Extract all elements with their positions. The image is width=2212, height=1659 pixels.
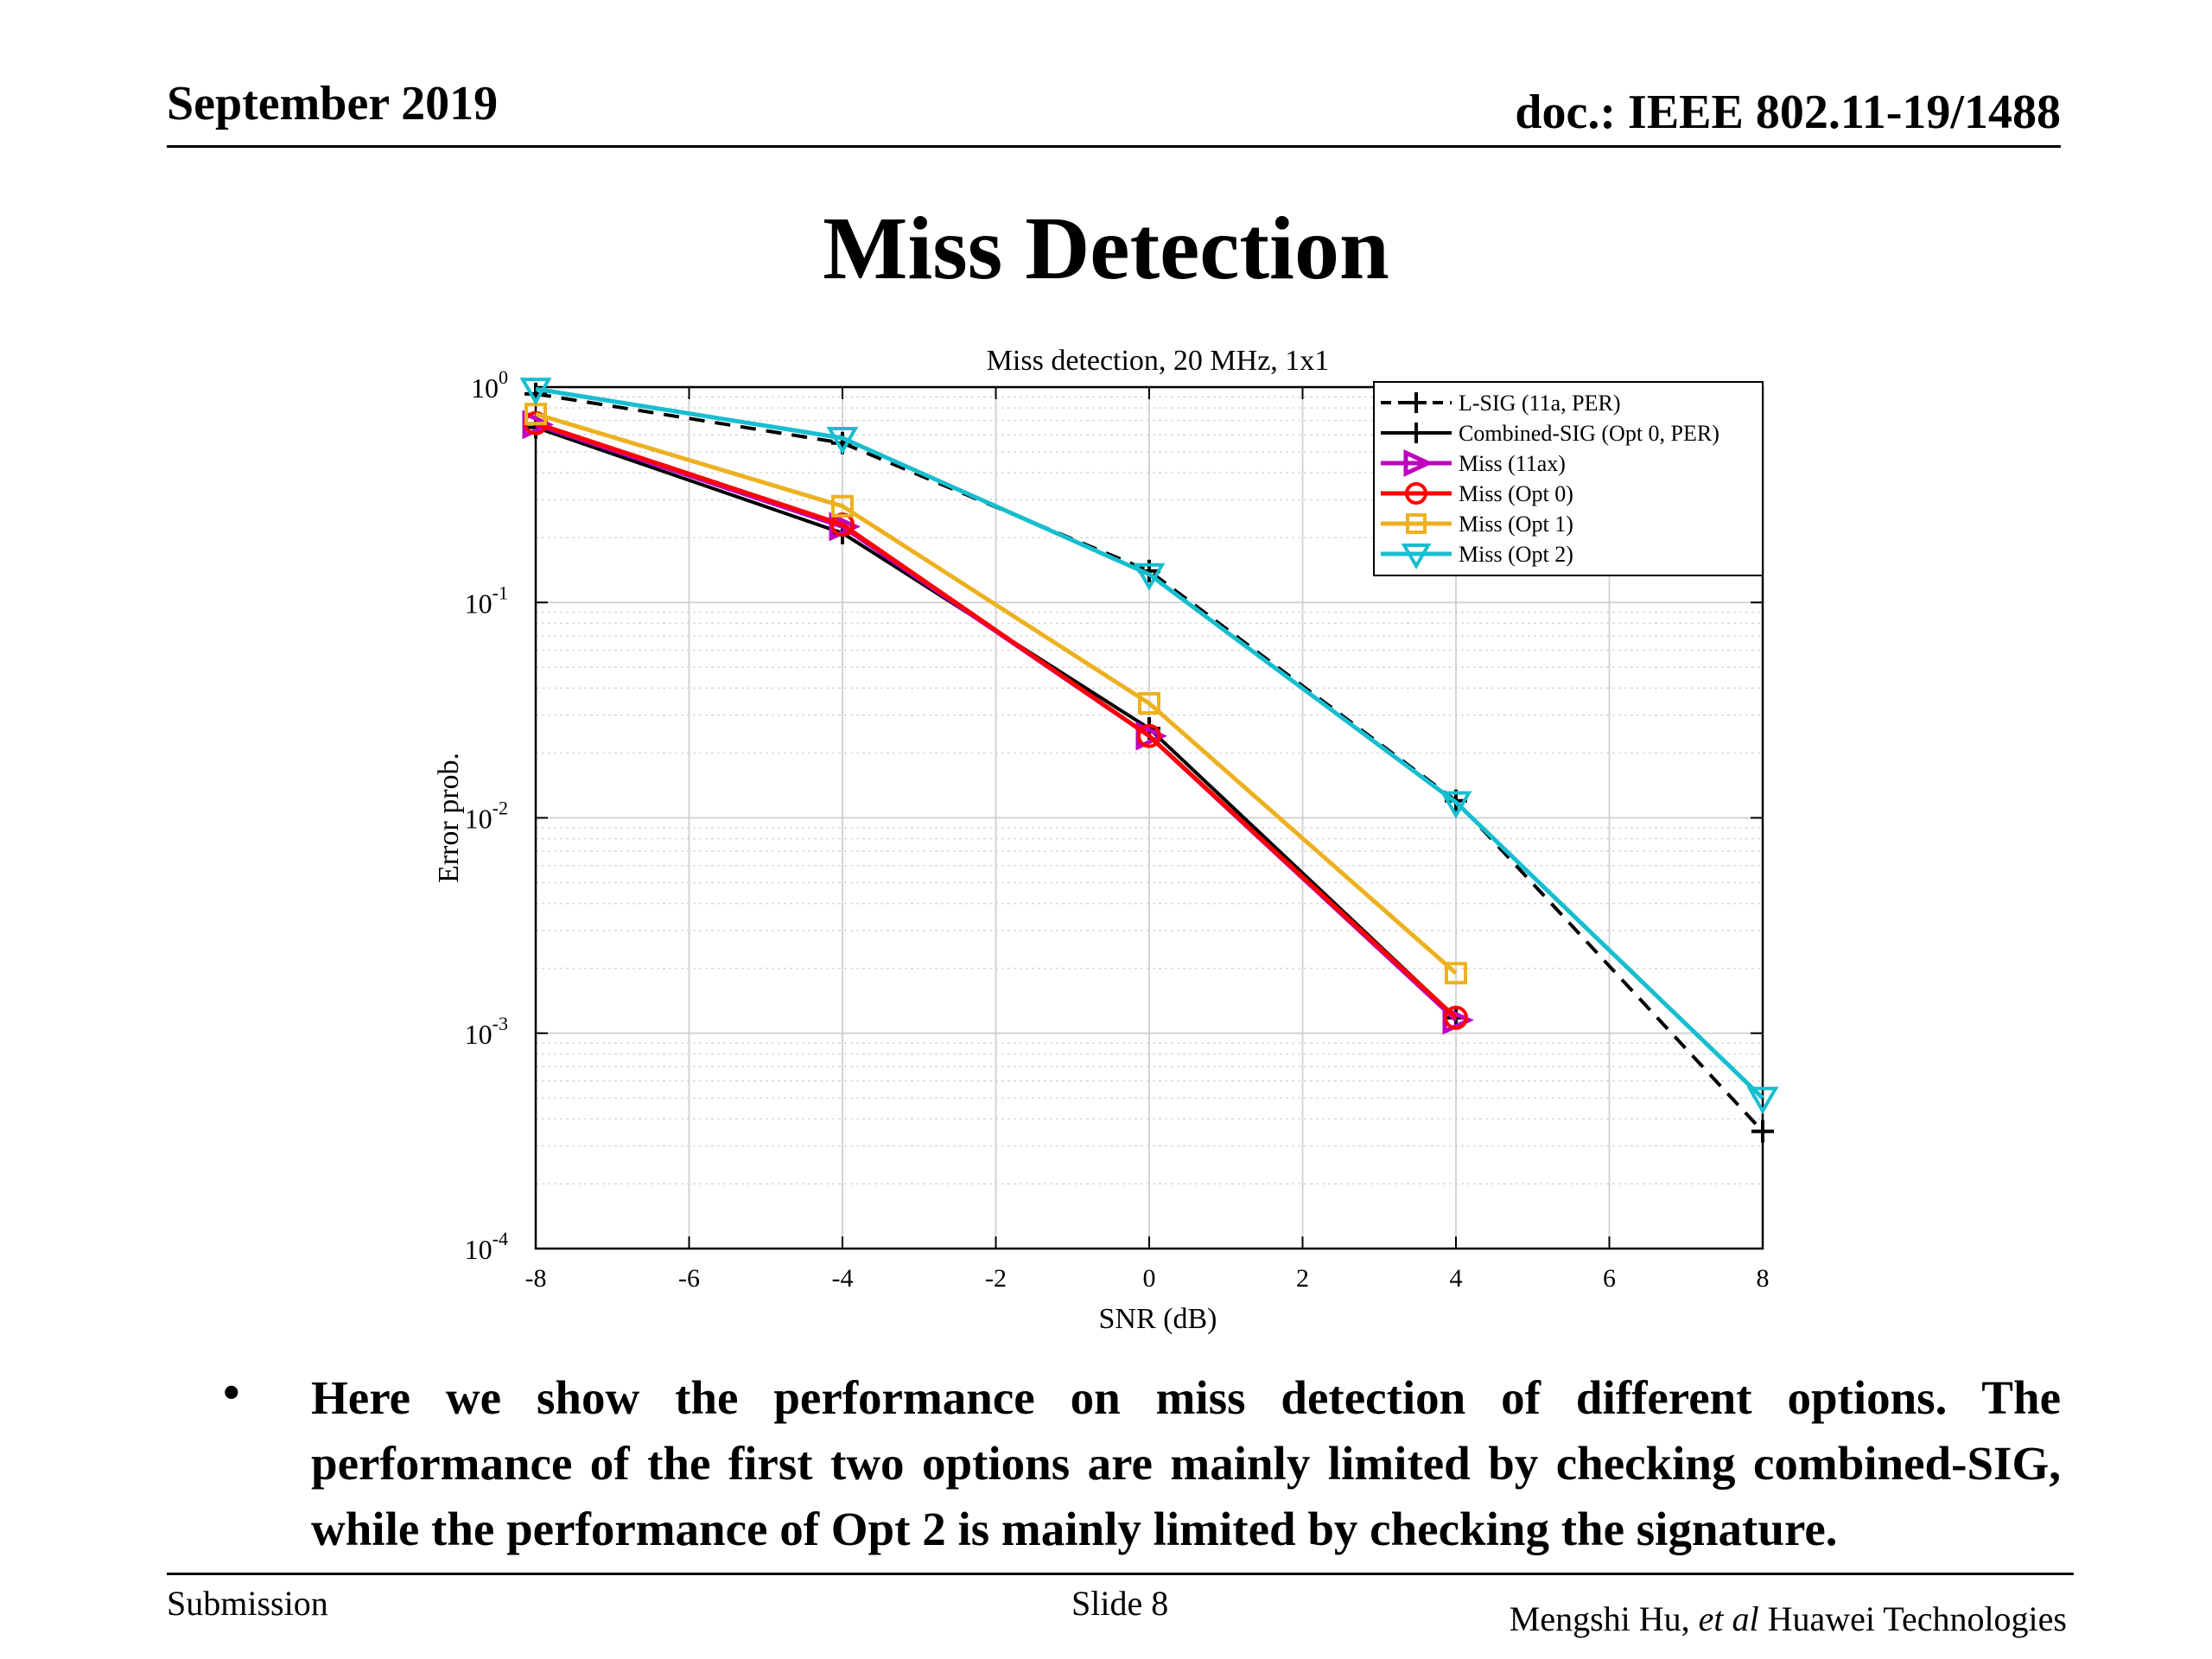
marker-circle [1444,1005,1468,1030]
legend-label: Miss (Opt 2) [1459,542,1573,567]
chart-title: Miss detection, 20 MHz, 1x1 [987,345,1330,377]
y-tick-label: 10-3 [465,1013,508,1050]
legend-label: L-SIG (11a, PER) [1459,391,1621,416]
legend-label: Miss (Opt 1) [1459,512,1573,537]
marker-triangle-down [1133,563,1166,591]
legend-entry: Miss (Opt 2) [1381,542,1573,569]
legend-entry: Combined-SIG (Opt 0, PER) [1381,421,1719,446]
x-tick-label: 6 [1603,1264,1616,1293]
legend-label: Miss (Opt 0) [1459,481,1573,506]
bullet-text: Here we show the performance on miss det… [311,1371,2061,1555]
legend-marker [1405,482,1427,505]
legend-marker [1406,392,1427,413]
series-line [535,421,1458,1020]
y-tick-label: 100 [471,366,508,404]
x-tick-label: -4 [832,1264,854,1293]
legend-marker [1401,543,1432,569]
legend-entry: L-SIG (11a, PER) [1381,391,1621,416]
marker-square [1138,692,1160,715]
marker-triangle-down [519,378,552,406]
x-tick-label: -6 [678,1264,700,1293]
marker-triangle-right [1403,449,1433,477]
header-date: September 2019 [167,77,499,130]
footer-et-al: et al [1698,1599,1759,1638]
data-point [1137,723,1161,748]
x-tick-label: 2 [1296,1264,1309,1293]
footer-rule [167,1573,2074,1575]
footer-submission: Submission [167,1584,328,1623]
marker-triangle-down [1440,791,1472,819]
legend-box [1373,381,1764,576]
x-tick-label: 0 [1143,1264,1156,1293]
x-tick-label: 8 [1757,1264,1770,1293]
legend-entry: Miss (Opt 1) [1381,512,1573,537]
data-point [1133,563,1166,591]
legend-label: Miss (11ax) [1459,451,1566,476]
data-point [519,378,552,406]
y-tick-label: 10-2 [465,798,508,835]
legend-marker [1406,513,1427,534]
header-rule [167,145,2061,148]
data-point [1440,791,1472,819]
y-tick-label: 10-4 [465,1228,508,1265]
footer-author-name: Mengshi Hu, [1509,1599,1690,1638]
marker-circle [1405,482,1427,505]
bullet-marker: • [223,1366,240,1420]
y-axis-label: Error prob. [433,753,465,883]
marker-square [1445,962,1467,985]
data-point [1751,1120,1774,1143]
x-tick-label: 4 [1450,1264,1463,1293]
series-line [535,391,1764,1133]
footer-slide-number: Slide 8 [1071,1584,1169,1623]
data-point [1746,1086,1779,1115]
series-line [535,411,1458,976]
marker-circle [1137,723,1161,748]
footer-org: Huawei Technologies [1767,1599,2067,1638]
marker-square [831,494,854,518]
y-tick-label: 10-1 [465,582,508,619]
legend-marker [1406,423,1427,443]
slide-title: Miss Detection [823,199,1389,298]
data-point [1445,962,1467,985]
legend-entry: Miss (11ax) [1381,449,1566,477]
legend-entry: Miss (Opt 0) [1381,481,1573,506]
marker-square [1406,513,1427,534]
data-point [1138,692,1160,715]
x-tick-label: -2 [985,1264,1007,1293]
header-doc-id: doc.: IEEE 802.11-19/1488 [1515,86,2061,139]
legend: L-SIG (11a, PER) Combined-SIG (Opt 0, PER… [1373,381,1764,576]
series-5 [519,378,1779,1115]
series-line [535,386,1764,1100]
marker-triangle-down [826,426,859,454]
data-point [831,494,854,518]
legend-marker [1403,449,1433,477]
x-tick-label: -8 [525,1264,547,1293]
legend-label: Combined-SIG (Opt 0, PER) [1459,421,1719,446]
marker-triangle-down [1401,543,1432,569]
marker-triangle-down [1746,1086,1779,1115]
data-point [1444,1005,1468,1030]
x-axis-label: SNR (dB) [1099,1303,1217,1335]
footer-author: Mengshi Hu, et al Huawei Technologies [1510,1599,2067,1639]
data-point [826,426,859,454]
